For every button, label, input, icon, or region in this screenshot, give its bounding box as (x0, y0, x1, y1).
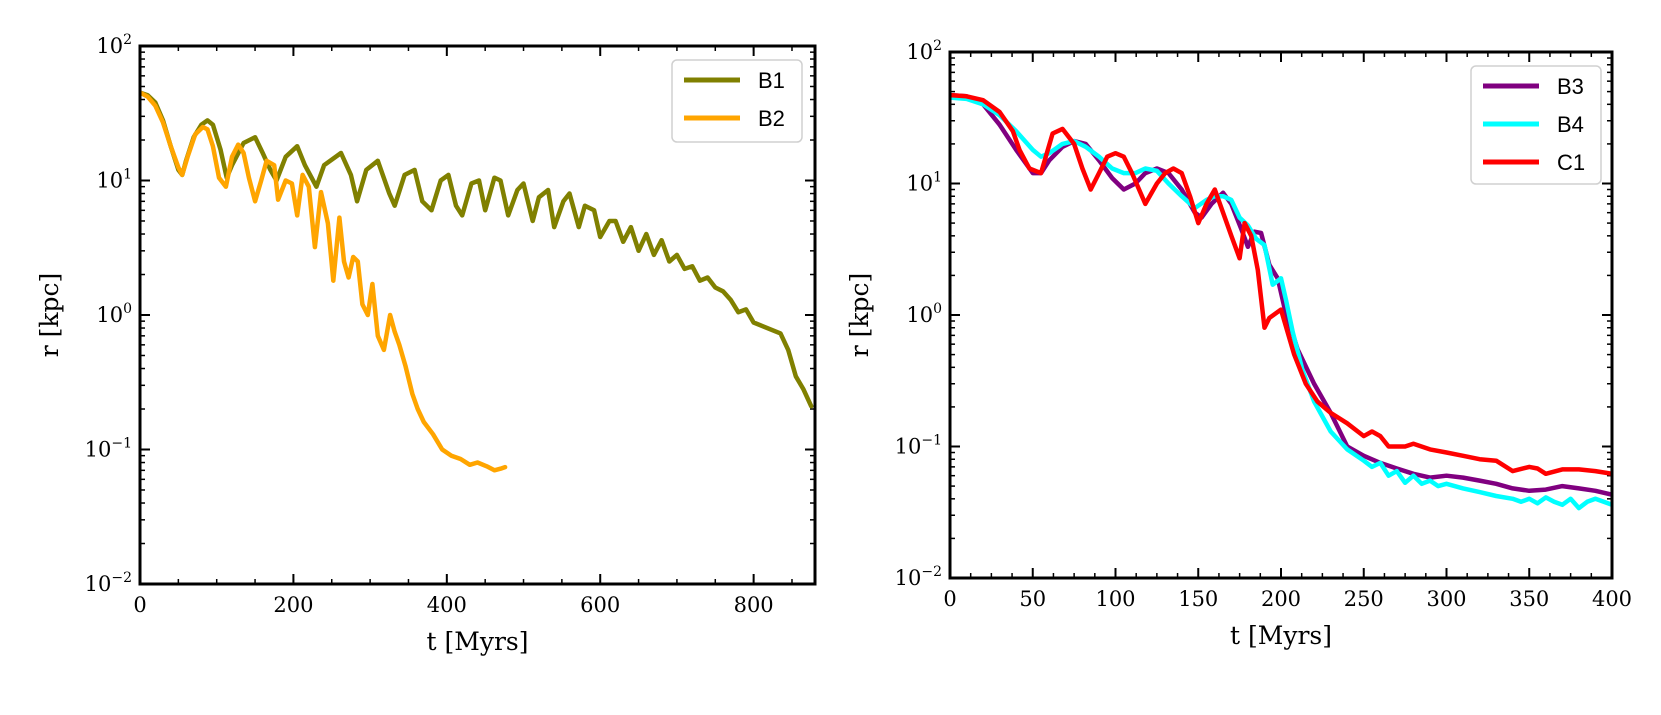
legend: B1 B2 (671, 59, 803, 143)
series-line-B4 (950, 95, 1612, 511)
y-axis-label: r [kpc] (35, 273, 64, 358)
x-tick-label: 400 (427, 593, 467, 617)
y-tick-label: 10−1 (85, 436, 132, 462)
y-tick-label: 10−2 (895, 564, 942, 590)
x-axis-label: t [Myrs] (426, 627, 528, 656)
x-tick-label: 600 (580, 593, 620, 617)
x-tick-label: 0 (133, 593, 146, 617)
y-axis-label: r [kpc] (845, 273, 874, 358)
x-tick-label: 150 (1178, 587, 1218, 611)
y-tick-label: 10−1 (895, 433, 942, 459)
chart-panel-2: 0 50 100 150 200 250 300 350 400 102 101 100 10−1 10−… (845, 38, 1632, 650)
y-tick-label: 102 (906, 38, 942, 64)
y-tick-label: 101 (906, 170, 942, 196)
legend: B3 B4 C1 (1470, 65, 1602, 185)
series-line-C1 (950, 92, 1612, 477)
y-tick-label: 100 (906, 301, 942, 327)
x-axis-label: t [Myrs] (1230, 621, 1332, 650)
y-tick-label: 101 (96, 167, 132, 193)
legend-label-B3: B3 (1557, 74, 1584, 99)
x-tick-label: 350 (1509, 587, 1549, 611)
x-tick-label: 250 (1344, 587, 1384, 611)
plot-frame (138, 44, 817, 586)
y-tick-label: 10−2 (85, 570, 132, 596)
legend-label-C1: C1 (1557, 150, 1585, 175)
legend-label-B1: B1 (758, 68, 785, 93)
x-tick-label: 200 (1261, 587, 1301, 611)
x-tick-label: 0 (943, 587, 956, 611)
plot-frame (948, 50, 1614, 580)
x-tick-label: 100 (1095, 587, 1135, 611)
chart-panel-1: 0 200 400 600 800 102 101 100 10−1 10−2 t [Myrs] r … (35, 32, 817, 656)
y-tick-label: 102 (96, 32, 132, 58)
legend-label-B4: B4 (1557, 112, 1584, 137)
x-tick-label: 50 (1019, 587, 1046, 611)
series-line-B2 (140, 90, 508, 473)
y-tick-label: 100 (96, 301, 132, 327)
x-tick-label: 400 (1592, 587, 1632, 611)
legend-label-B2: B2 (758, 106, 785, 131)
x-tick-label: 800 (734, 593, 774, 617)
x-tick-label: 300 (1426, 587, 1466, 611)
x-tick-label: 200 (273, 593, 313, 617)
